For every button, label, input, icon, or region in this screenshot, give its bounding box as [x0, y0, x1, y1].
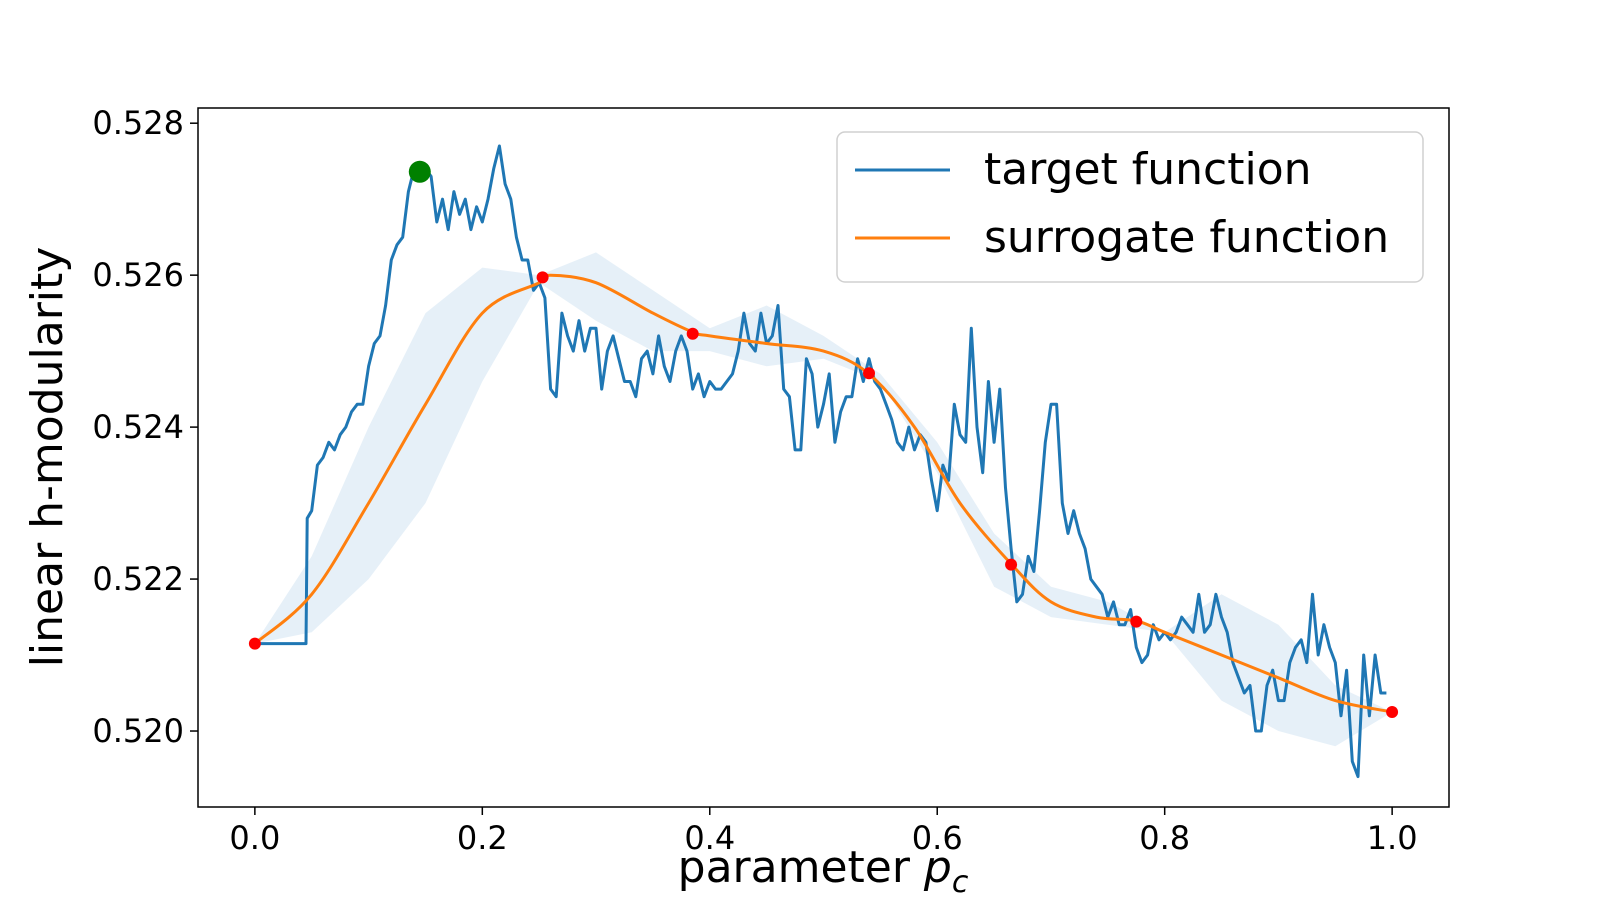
legend-box [836, 131, 1424, 283]
x-axis-title: parameter pc [678, 842, 969, 900]
sample-point [1130, 615, 1143, 628]
sample-point [863, 367, 875, 380]
y-tick-label: 0.522 [92, 560, 184, 598]
y-tick-label: 0.526 [92, 256, 184, 294]
series-line-surrogate-function [253, 273, 1393, 714]
x-tick-label: 0.4 [684, 819, 735, 857]
x-tick-label: 0.6 [912, 819, 963, 857]
sample-point [1005, 558, 1018, 571]
sample-point [1386, 706, 1399, 718]
plot-frame [197, 107, 1450, 808]
x-tick-label: 0.2 [457, 819, 508, 857]
y-tick-label: 0.520 [92, 712, 184, 750]
legend-label-surrogate: surrogate function [984, 212, 1389, 263]
x-tick-label: 0.0 [229, 819, 280, 857]
best-point [408, 160, 431, 183]
plot-area [248, 144, 1399, 779]
y-axis-title: linear h-modularity [22, 247, 73, 668]
sample-point [686, 327, 699, 340]
legend-label-target: target function [984, 144, 1312, 195]
y-tick-label: 0.524 [92, 408, 184, 446]
confidence-band [254, 252, 1393, 747]
axis-ticks: 0.0 0.2 0.4 0.6 0.8 1.0 0.520 0.522 0.524 0.526 0.… [92, 104, 1417, 857]
legend: target function surrogate function [836, 131, 1424, 283]
x-tick-label: 1.0 [1367, 819, 1418, 857]
sample-point [248, 637, 261, 650]
y-tick-label: 0.528 [92, 104, 184, 142]
series-line-target-function [254, 144, 1387, 779]
x-tick-label: 0.8 [1139, 819, 1190, 857]
sample-point [536, 271, 549, 284]
